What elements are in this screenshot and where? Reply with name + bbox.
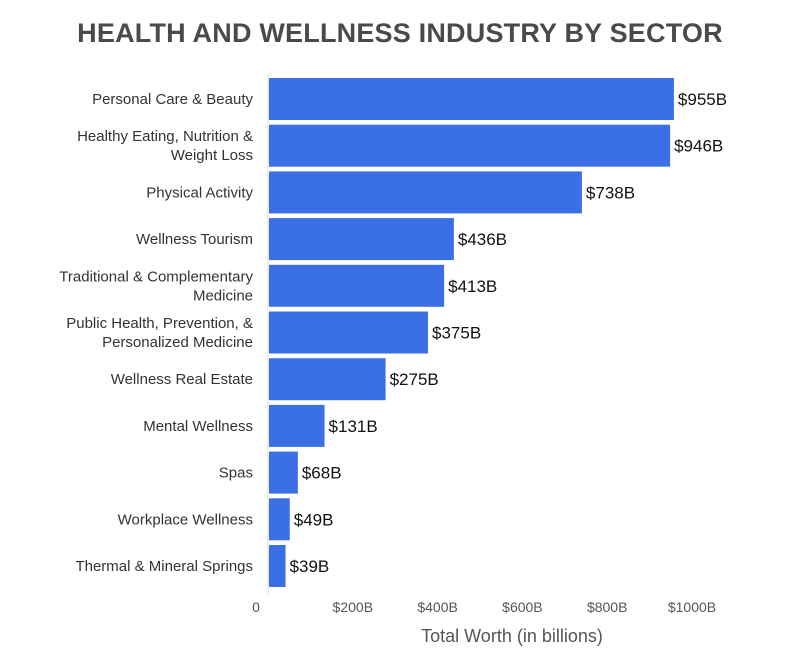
bar: [269, 358, 386, 401]
x-tick-label: 0: [252, 599, 260, 615]
category-label: Mental Wellness: [143, 418, 253, 435]
x-axis-title: Total Worth (in billions): [421, 626, 603, 646]
bar-value-label: $68B: [302, 464, 342, 483]
bar: [269, 404, 325, 447]
x-tick-label: $1000B: [668, 599, 716, 615]
x-tick-label: $800B: [587, 599, 627, 615]
chart-title: HEALTH AND WELLNESS INDUSTRY BY SECTOR: [77, 18, 723, 48]
category-label: Wellness Real Estate: [111, 371, 253, 388]
bar-value-label: $436B: [458, 230, 507, 249]
x-tick-label: $600B: [502, 599, 542, 615]
bar: [269, 78, 674, 120]
value-labels: $955B $946B $738B $436B $413B $375B $275B $131B…: [290, 90, 728, 576]
bar-value-label: $738B: [586, 183, 635, 202]
bar: [269, 451, 298, 494]
category-label: Spas: [219, 465, 253, 482]
bar-value-label: $375B: [432, 324, 481, 343]
bar: [269, 311, 428, 354]
bar-value-label: $131B: [329, 417, 378, 436]
bar: [269, 218, 454, 261]
x-tick-label: $200B: [333, 599, 373, 615]
category-label: Physical Activity: [146, 184, 253, 201]
bar-value-label: $413B: [448, 277, 497, 296]
bar-value-label: $955B: [678, 90, 727, 109]
category-label: Healthy Eating, Nutrition & Weight Loss: [77, 128, 253, 164]
category-label: Thermal & Mineral Springs: [75, 558, 253, 575]
bar: [269, 545, 286, 587]
bars-layer: [269, 78, 674, 587]
bar-value-label: $49B: [294, 510, 334, 529]
category-labels: Personal Care & Beauty Healthy Eating, Nu…: [59, 91, 253, 575]
x-tick-label: $400B: [417, 599, 457, 615]
x-axis-ticks: 0 $200B $400B $600B $800B $1000B: [252, 599, 716, 615]
category-label: Workplace Wellness: [118, 511, 253, 528]
bar-value-label: $275B: [390, 370, 439, 389]
category-label: Public Health, Prevention, & Personalized…: [66, 315, 253, 351]
category-label: Traditional & Complementary Medicine: [59, 268, 253, 304]
category-label: Wellness Tourism: [136, 231, 253, 248]
category-label: Personal Care & Beauty: [92, 91, 253, 108]
bar: [269, 171, 582, 214]
bar: [269, 264, 445, 307]
bar-value-label: $39B: [290, 557, 330, 576]
bar: [269, 498, 290, 541]
bar: [269, 124, 671, 167]
bar-value-label: $946B: [674, 137, 723, 156]
